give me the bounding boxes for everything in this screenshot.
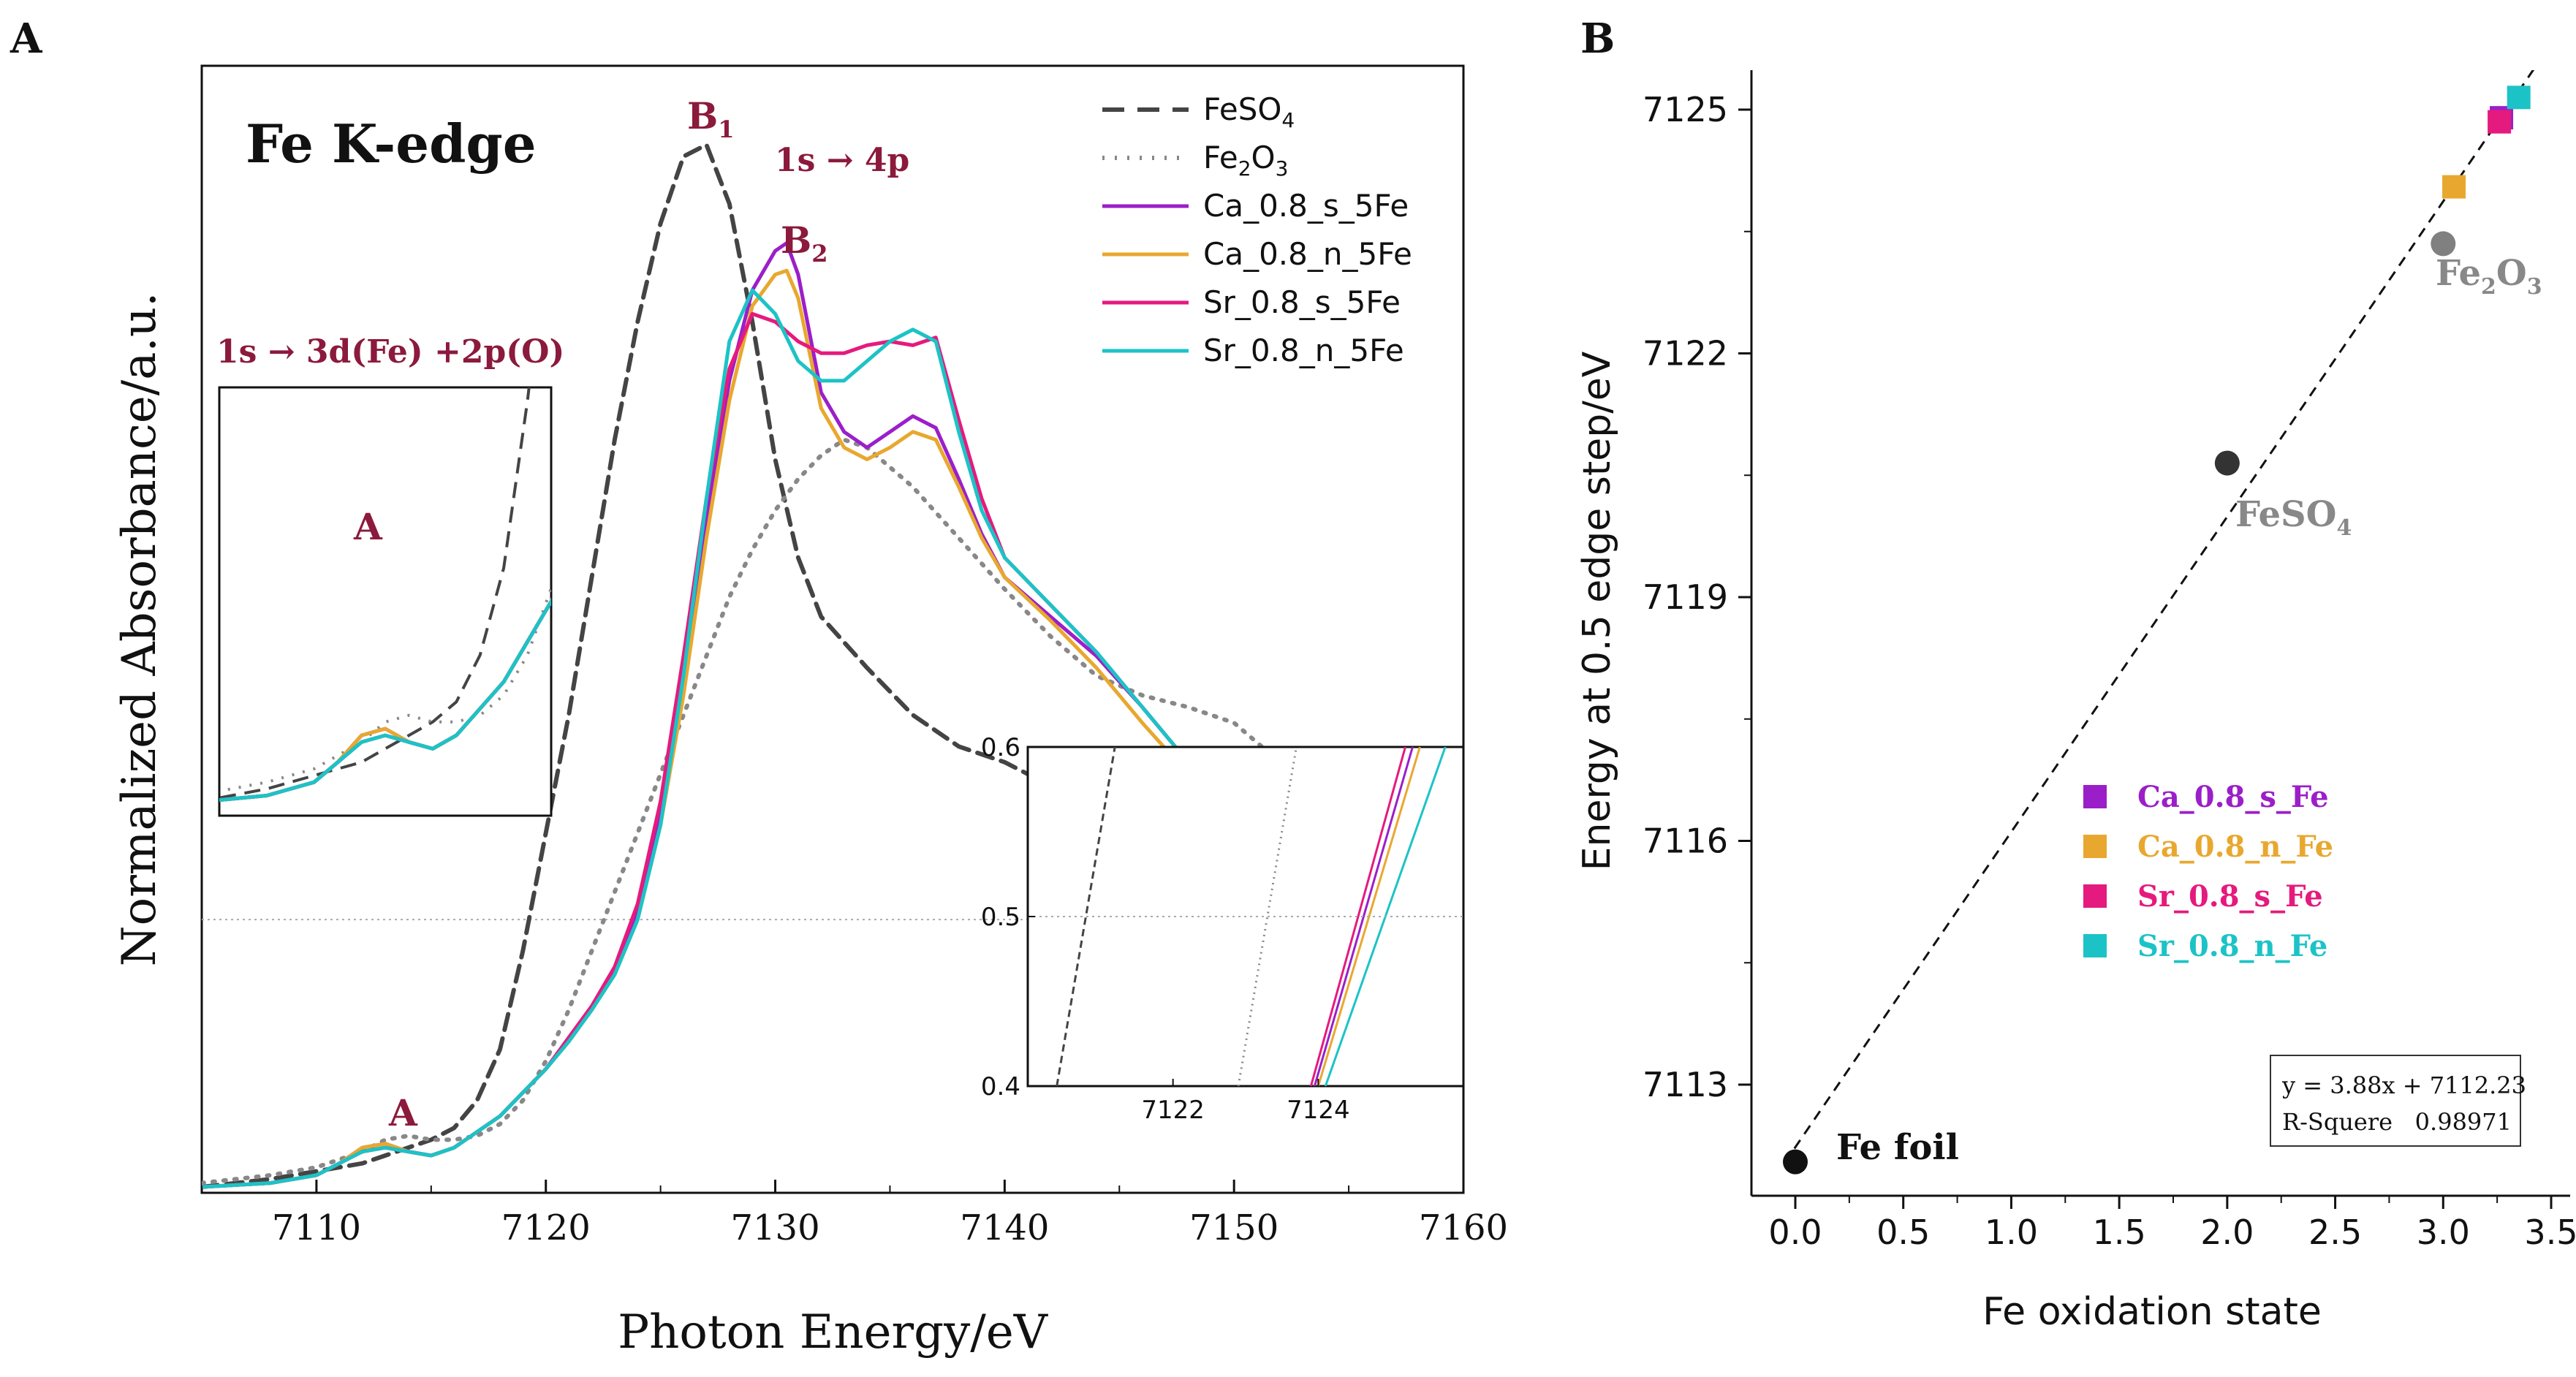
sample-point-sr-0-8-s-fe — [2488, 110, 2512, 134]
annotation-1s-3d: 1s → 3d(Fe) +2p(O) — [216, 333, 564, 371]
legend-label-feso4: FeSO4 — [1203, 91, 1295, 132]
panel-b-ytick-label: 7113 — [1643, 1065, 1728, 1104]
edge-inset-ytick-label: 0.6 — [981, 733, 1020, 762]
fit-r-value: 0.98971 — [2415, 1108, 2512, 1136]
edge-inset-line-ca-s — [1313, 747, 1414, 1086]
annotation-a-main: A — [388, 1091, 418, 1134]
fit-r-label: R-Squere — [2282, 1108, 2393, 1136]
edge-inset-axes: 0.4 0.5 0.6 7122 7124 — [981, 733, 1463, 1125]
legend-b-swatch-sr-0-8-n-fe — [2083, 934, 2107, 957]
panel-b-ytick-label: 7119 — [1643, 577, 1728, 617]
annotation-a-inset: A — [353, 505, 383, 548]
legend-b-swatch-ca-0-8-s-fe — [2083, 785, 2107, 808]
fit-equation: y = 3.88x + 7112.23 — [2281, 1071, 2526, 1099]
panel-label-b: B — [1580, 15, 1615, 63]
inset-series-line-fe2o3 — [219, 583, 551, 793]
legend-b-swatch-sr-0-8-s-fe — [2083, 884, 2107, 908]
reference-point-fe2o3 — [2431, 231, 2456, 257]
inset-series-line-feso4 — [219, 387, 531, 800]
panel-b-xtick-label: 3.5 — [2524, 1213, 2576, 1252]
pre-edge-inset-frame — [218, 386, 553, 817]
label-fe-foil: Fe foil — [1836, 1127, 1959, 1168]
panel-b-ticks: 0.0 0.5 1.0 1.5 2.0 2.5 3.0 3.5 7113 7116 7119 7122… — [1643, 90, 2576, 1252]
reference-point-fe-foil — [1783, 1149, 1808, 1175]
panel-a-plot-frame — [200, 64, 1465, 1194]
panel-b-y-label: Energy at 0.5 edge step/eV — [1575, 351, 1619, 870]
panel-b-ytick-label: 7122 — [1643, 334, 1728, 373]
panel-b-xtick-label: 3.0 — [2417, 1213, 2470, 1252]
legend-label-sr-0-8-n-5fe: Sr_0.8_n_5Fe — [1203, 333, 1404, 368]
panel-a-legend: FeSO4 Fe2O3 Ca_0.8_s_5Fe Ca_0.8_n_5Fe Sr_0.8… — [1102, 91, 1412, 368]
edge-inset-ytick-label: 0.4 — [981, 1072, 1020, 1101]
inset-series-line-sr-0-8-n-5fe — [219, 597, 551, 803]
panel-a-x-axis: 7110 7120 7130 7140 7150 7160 — [201, 1180, 1508, 1248]
panel-a-xtick-label: 7140 — [960, 1207, 1049, 1248]
panel-b-points — [1783, 86, 2531, 1175]
legend-label-ca-0-8-n-5fe: Ca_0.8_n_5Fe — [1203, 236, 1412, 272]
sample-point-ca-0-8-n-fe — [2442, 175, 2466, 199]
legend-b-label-ca-0-8-n-fe: Ca_0.8_n_Fe — [2137, 830, 2333, 864]
panel-a-title: Fe K-edge — [246, 113, 537, 175]
panel-b-xtick-label: 2.0 — [2200, 1213, 2254, 1252]
panel-b-ytick-label: 7125 — [1643, 90, 1728, 129]
linear-fit-line — [1783, 70, 2535, 1164]
series-line-fe2o3 — [202, 437, 1463, 1186]
panel-b-legend: Ca_0.8_s_Fe Ca_0.8_n_Fe Sr_0.8_s_Fe Sr_0.8_… — [2083, 780, 2333, 963]
panel-b-xtick-label: 1.5 — [2093, 1213, 2146, 1252]
panel-a-xtick-label: 7110 — [272, 1207, 361, 1248]
panel-b-x-label: Fe oxidation state — [1982, 1290, 2322, 1334]
panel-label-a: A — [10, 15, 43, 63]
panel-b-xtick-label: 2.5 — [2308, 1213, 2362, 1252]
reference-point-feso4 — [2214, 450, 2240, 476]
edge-inset-xtick-label: 7122 — [1141, 1096, 1205, 1125]
panel-a-xtick-label: 7150 — [1189, 1207, 1278, 1248]
legend-b-label-ca-0-8-s-fe: Ca_0.8_s_Fe — [2137, 780, 2329, 814]
legend-b-label-sr-0-8-n-fe: Sr_0.8_n_Fe — [2137, 929, 2327, 963]
edge-inset-line-fe2o3 — [1237, 747, 1298, 1086]
panel-b-xtick-label: 0.0 — [1768, 1213, 1822, 1252]
annotation-b1: B1 — [687, 94, 735, 143]
panel-a-xtick-label: 7120 — [501, 1207, 591, 1248]
pre-edge-inset-series — [219, 387, 551, 803]
panel-a-xtick-label: 7130 — [730, 1207, 819, 1248]
legend-b-label-sr-0-8-s-fe: Sr_0.8_s_Fe — [2137, 879, 2323, 914]
legend-label-sr-0-8-s-5fe: Sr_0.8_s_5Fe — [1203, 284, 1401, 320]
annotation-1s-4p: 1s → 4p — [775, 142, 909, 179]
linear-fit-line-group — [1783, 70, 2535, 1164]
edge-inset-xtick-label: 7124 — [1287, 1096, 1350, 1125]
edge-inset-line-feso4 — [1056, 747, 1116, 1086]
panel-a-y-label: Normalized Absorbance/a.u. — [113, 292, 167, 967]
legend-label-fe2o3: Fe2O3 — [1203, 140, 1288, 181]
series-line-sr-0-8-n-5fe — [202, 288, 1463, 1189]
sample-point-sr-0-8-n-fe — [2507, 86, 2531, 110]
panel-a-xtick-label: 7160 — [1419, 1207, 1508, 1248]
panel-b-xtick-label: 0.5 — [1876, 1213, 1930, 1252]
legend-b-swatch-ca-0-8-n-fe — [2083, 835, 2107, 858]
edge-inset-series — [1056, 747, 1447, 1086]
label-fe2o3: Fe2O3 — [2436, 253, 2542, 300]
panel-b-xtick-label: 1.0 — [1985, 1213, 2038, 1252]
panel-a-x-label: Photon Energy/eV — [618, 1305, 1049, 1359]
fit-result-box — [2270, 1055, 2521, 1147]
edge-inset-line-sr-s — [1309, 747, 1406, 1086]
annotation-b2: B2 — [781, 219, 828, 268]
panel-b-ytick-label: 7116 — [1643, 822, 1728, 861]
label-feso4: FeSO4 — [2235, 494, 2352, 541]
legend-label-ca-0-8-s-5fe: Ca_0.8_s_5Fe — [1203, 188, 1409, 224]
edge-inset-ytick-label: 0.5 — [981, 903, 1020, 932]
